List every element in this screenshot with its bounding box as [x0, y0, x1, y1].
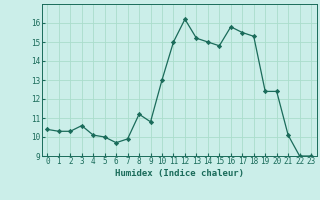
- X-axis label: Humidex (Indice chaleur): Humidex (Indice chaleur): [115, 169, 244, 178]
